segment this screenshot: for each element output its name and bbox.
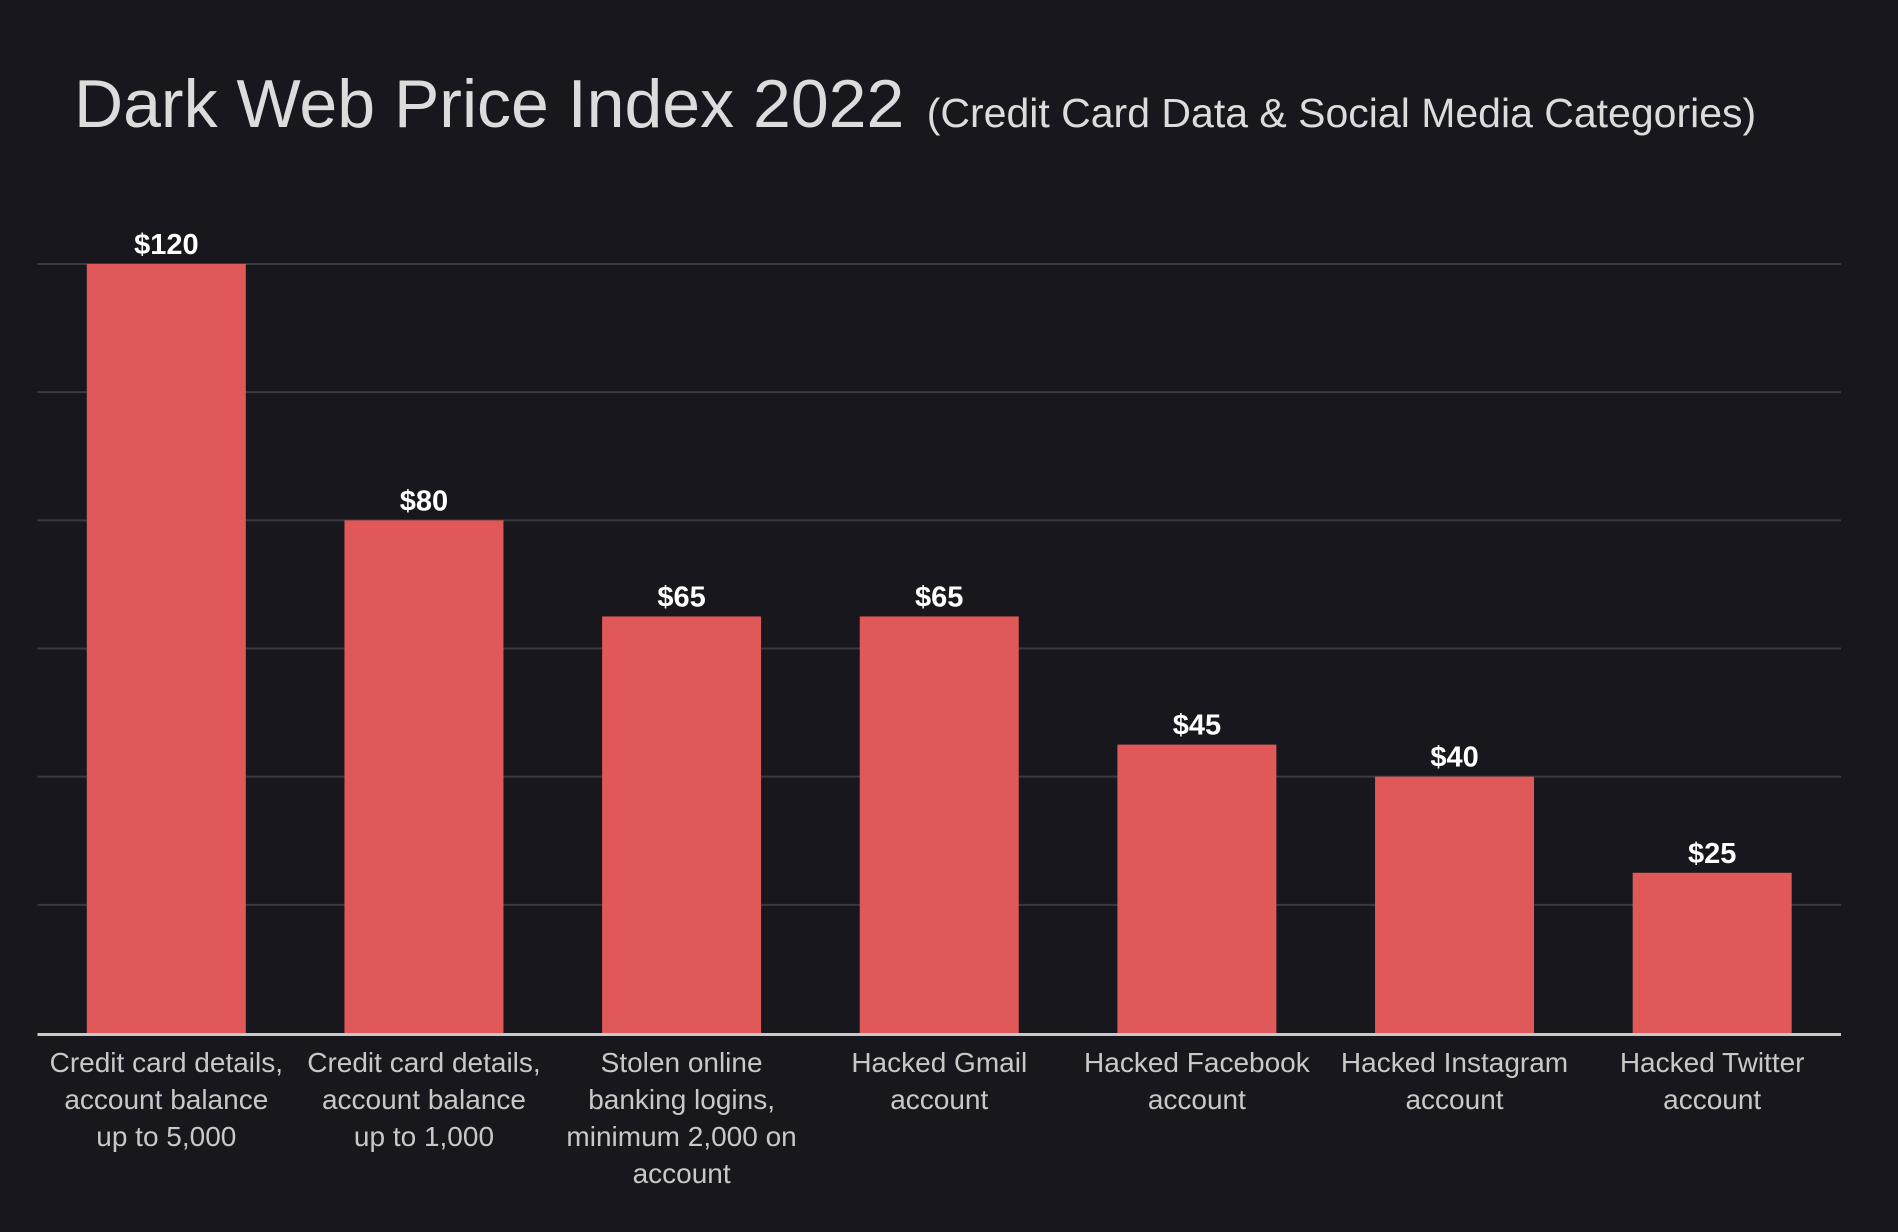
bar [344,520,504,1033]
data-label: $65 [657,581,705,613]
chart-title: Dark Web Price Index 2022 [74,66,904,142]
category-label-line: Credit card details, [307,1047,540,1078]
category-label: Hacked Instagram account [1341,1047,1568,1115]
category-label-line: up to 5,000 [96,1121,236,1152]
category-label: Hacked Twitter account [1620,1047,1805,1115]
category-label: Hacked Gmail account [851,1047,1027,1115]
data-label: $65 [915,581,963,613]
category-label-line: account [890,1084,988,1115]
category-label: Hacked Facebook account [1084,1047,1311,1115]
bar [86,264,246,1033]
category-label: Stolen online banking logins, minimum 2,00… [566,1047,796,1189]
category-labels: Credit card details, account balance up to… [50,1047,1805,1189]
category-label-line: banking logins, [588,1084,775,1115]
category-label-line: up to 1,000 [354,1121,494,1152]
data-labels: $120 $80 $65 $65 $45 $40 $25 [134,229,1736,870]
category-label-line: minimum 2,000 on [566,1121,796,1152]
category-label-line: account [633,1158,731,1189]
data-label: $40 [1430,742,1478,774]
bar [1632,872,1792,1033]
bar [1375,776,1535,1033]
category-label-line: Hacked Facebook [1084,1047,1311,1078]
category-label-line: Stolen online [601,1047,763,1078]
chart-subtitle: (Credit Card Data & Social Media Categor… [927,90,1756,136]
category-label-line: account balance [64,1084,268,1115]
bar [859,616,1019,1033]
category-label-line: account [1148,1084,1246,1115]
data-label: $45 [1173,710,1221,742]
category-label-line: Hacked Twitter [1620,1047,1805,1078]
category-label-line: Hacked Instagram [1341,1047,1568,1078]
category-label-line: Hacked Gmail [851,1047,1027,1078]
bars [86,264,1792,1033]
category-label-line: account balance [322,1084,526,1115]
data-label: $120 [134,229,199,261]
category-label: Credit card details, account balance up to… [50,1047,283,1152]
category-label: Credit card details, account balance up to… [307,1047,540,1152]
bar [602,616,762,1033]
category-label-line: account [1405,1084,1503,1115]
data-label: $25 [1688,838,1736,870]
svg-text:Dark Web Price Index 2022: Dark Web Price Index 2022 (Credit Card D… [74,66,1756,142]
category-label-line: Credit card details, [50,1047,283,1078]
category-label-line: account [1663,1084,1761,1115]
bar [1117,744,1277,1033]
data-label: $80 [400,485,448,517]
